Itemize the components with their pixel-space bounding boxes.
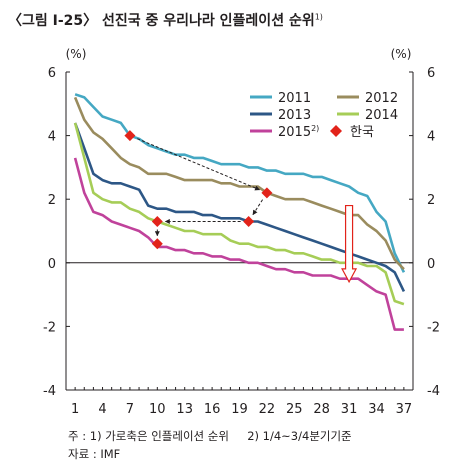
y-tick-label-right: -4	[427, 384, 440, 399]
legend-label-2011: 2011	[278, 91, 311, 106]
series-line-2013	[73, 122, 406, 292]
x-tick-label: 7	[126, 402, 134, 417]
y-tick-label-right: -2	[427, 320, 440, 335]
highlight-down-arrow	[341, 204, 358, 284]
x-tick-label: 22	[259, 402, 276, 417]
series-line-2014	[73, 122, 405, 306]
korea-point	[151, 215, 163, 227]
y-tick-label-left: 6	[48, 66, 56, 81]
korea-rank-arrow	[252, 199, 264, 216]
x-tick-label: 1	[71, 402, 79, 417]
korea-point	[124, 130, 136, 142]
legend-label-note: 2)	[311, 124, 319, 133]
y-unit-right: (%)	[391, 47, 412, 61]
y-tick-label-right: 2	[427, 193, 435, 208]
x-tick-label: 37	[396, 402, 413, 417]
x-tick-label: 25	[286, 402, 303, 417]
korea-point	[151, 238, 163, 250]
footnote-axis: 주 : 1) 가로축은 인플레이션 순위	[68, 429, 229, 443]
x-tick-label: 28	[313, 402, 330, 417]
y-tick-label-left: 0	[48, 257, 56, 272]
x-tick-label: 34	[368, 402, 385, 417]
footnote-period: 2) 1/4~3/4분기기준	[247, 429, 352, 443]
x-tick-label: 31	[341, 402, 358, 417]
x-tick-label: 16	[204, 402, 221, 417]
legend-label-2013: 2013	[278, 108, 311, 123]
footnote-source: 자료 : IMF	[68, 447, 121, 461]
y-unit-left: (%)	[66, 47, 87, 61]
y-tick-label-left: -4	[43, 384, 56, 399]
x-tick-label: 19	[231, 402, 248, 417]
y-tick-label-left: 2	[48, 193, 56, 208]
y-tick-label-left: 4	[48, 130, 56, 145]
legend-swatch-korea	[330, 125, 342, 137]
legend-label-2014: 2014	[365, 108, 398, 123]
korea-rank-arrow	[137, 138, 260, 191]
x-tick-label: 4	[98, 402, 106, 417]
legend-label-2015: 20152)	[278, 124, 319, 140]
y-tick-label-right: 4	[427, 130, 435, 145]
x-tick-label: 13	[176, 402, 193, 417]
y-tick-label-left: -2	[43, 320, 56, 335]
korea-point	[243, 215, 255, 227]
x-tick-label: 10	[149, 402, 166, 417]
footnote-line-1: 주 : 1) 가로축은 인플레이션 순위 2) 1/4~3/4분기기준	[68, 428, 352, 444]
legend-label-2012: 2012	[365, 91, 398, 106]
y-tick-label-right: 6	[427, 66, 435, 81]
page-title: 〈그림 Ⅰ-25〉 선진국 중 우리나라 인플레이션 순위1)	[8, 12, 323, 29]
y-tick-label-right: 0	[427, 257, 435, 272]
legend-label-korea: 한국	[350, 125, 374, 140]
korea-point	[261, 187, 273, 199]
